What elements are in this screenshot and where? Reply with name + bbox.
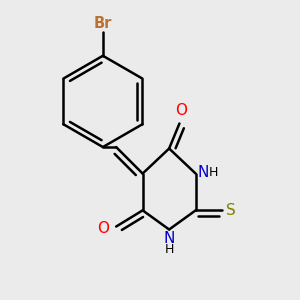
Text: O: O xyxy=(175,103,187,118)
Text: N: N xyxy=(164,231,175,246)
Text: N: N xyxy=(197,165,208,180)
Text: H: H xyxy=(209,166,218,178)
Text: H: H xyxy=(164,243,174,256)
Text: O: O xyxy=(97,220,109,236)
Text: S: S xyxy=(226,203,236,218)
Text: Br: Br xyxy=(94,16,112,31)
